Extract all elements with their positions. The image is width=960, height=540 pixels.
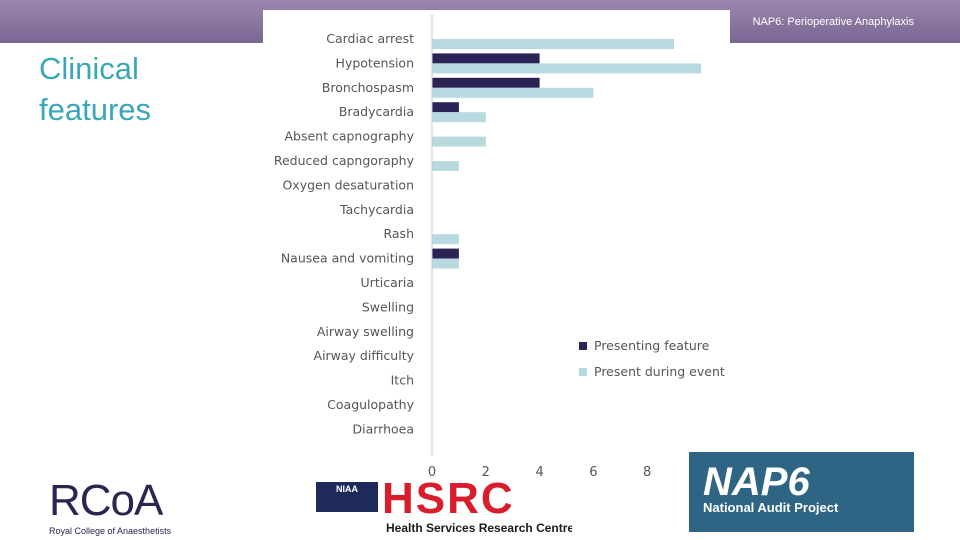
- category-label: Hypotension: [336, 55, 414, 70]
- category-label: Airway swelling: [317, 324, 414, 339]
- hsrc-logo-letters: HSRC: [382, 482, 515, 523]
- category-label: Diarrhoea: [352, 421, 414, 436]
- bar-presenting-feature: [432, 53, 540, 64]
- legend-label: Presenting feature: [594, 338, 710, 353]
- bar-present-during-event: [432, 63, 701, 74]
- category-label: Tachycardia: [339, 202, 414, 217]
- hsrc-logo-subtitle: Health Services Research Centre: [386, 521, 572, 535]
- bar-present-during-event: [432, 39, 675, 49]
- niaa-logo-mark: NIAA: [316, 482, 378, 512]
- x-tick-label: 6: [589, 465, 597, 480]
- category-label: Rash: [383, 226, 414, 241]
- legend-swatch: [579, 342, 587, 350]
- category-label: Nausea and vomiting: [281, 251, 414, 266]
- bar-present-during-event: [432, 112, 486, 123]
- legend-swatch: [579, 368, 587, 376]
- rcoa-logo-letters: RCoA: [49, 476, 163, 525]
- category-label: Bronchospasm: [322, 80, 414, 95]
- category-label: Cardiac arrest: [326, 31, 414, 46]
- category-label: Airway difficulty: [314, 348, 415, 363]
- header-title: NAP6: Perioperative Anaphylaxis: [752, 16, 914, 28]
- category-label: Coagulopathy: [327, 397, 414, 412]
- x-tick-label: 8: [643, 465, 651, 480]
- rcoa-logo: RCoA Royal College of Anaesthetists: [45, 476, 190, 538]
- nap6-logo-subtitle: National Audit Project: [703, 500, 839, 515]
- x-tick-label: 4: [535, 465, 543, 480]
- bar-present-during-event: [432, 87, 594, 98]
- hsrc-logo: NIAA HSRC Health Services Research Centr…: [316, 482, 572, 538]
- category-label: Bradycardia: [339, 104, 414, 119]
- nap6-logo: NAP6 National Audit Project: [689, 452, 914, 532]
- bar-chart: Cardiac arrest Hypotension Bronchospasm Bra…: [274, 14, 725, 480]
- bar-presenting-feature: [432, 77, 540, 88]
- chart-panel: Cardiac arrest Hypotension Bronchospasm Bra…: [263, 10, 730, 480]
- bar-presenting-feature: [432, 248, 459, 259]
- nap6-logo-letters: NAP6: [703, 460, 810, 504]
- bar-presenting-feature: [432, 102, 459, 113]
- category-label: Reduced capngoraphy: [274, 153, 415, 168]
- x-tick-label: 0: [428, 465, 436, 480]
- x-tick-label: 2: [482, 465, 490, 480]
- bar-present-during-event: [432, 136, 486, 147]
- category-label: Absent capnography: [284, 129, 414, 144]
- bar-present-during-event: [432, 161, 459, 171]
- slide-title: Clinical features: [39, 51, 152, 127]
- category-label: Urticaria: [361, 275, 414, 290]
- legend-label: Present during event: [594, 364, 725, 379]
- bar-present-during-event: [432, 258, 459, 269]
- category-label: Itch: [391, 373, 414, 388]
- bar-present-during-event: [432, 234, 459, 245]
- category-label: Oxygen desaturation: [282, 177, 414, 192]
- category-label: Swelling: [362, 299, 414, 314]
- rcoa-logo-subtitle: Royal College of Anaesthetists: [49, 526, 172, 536]
